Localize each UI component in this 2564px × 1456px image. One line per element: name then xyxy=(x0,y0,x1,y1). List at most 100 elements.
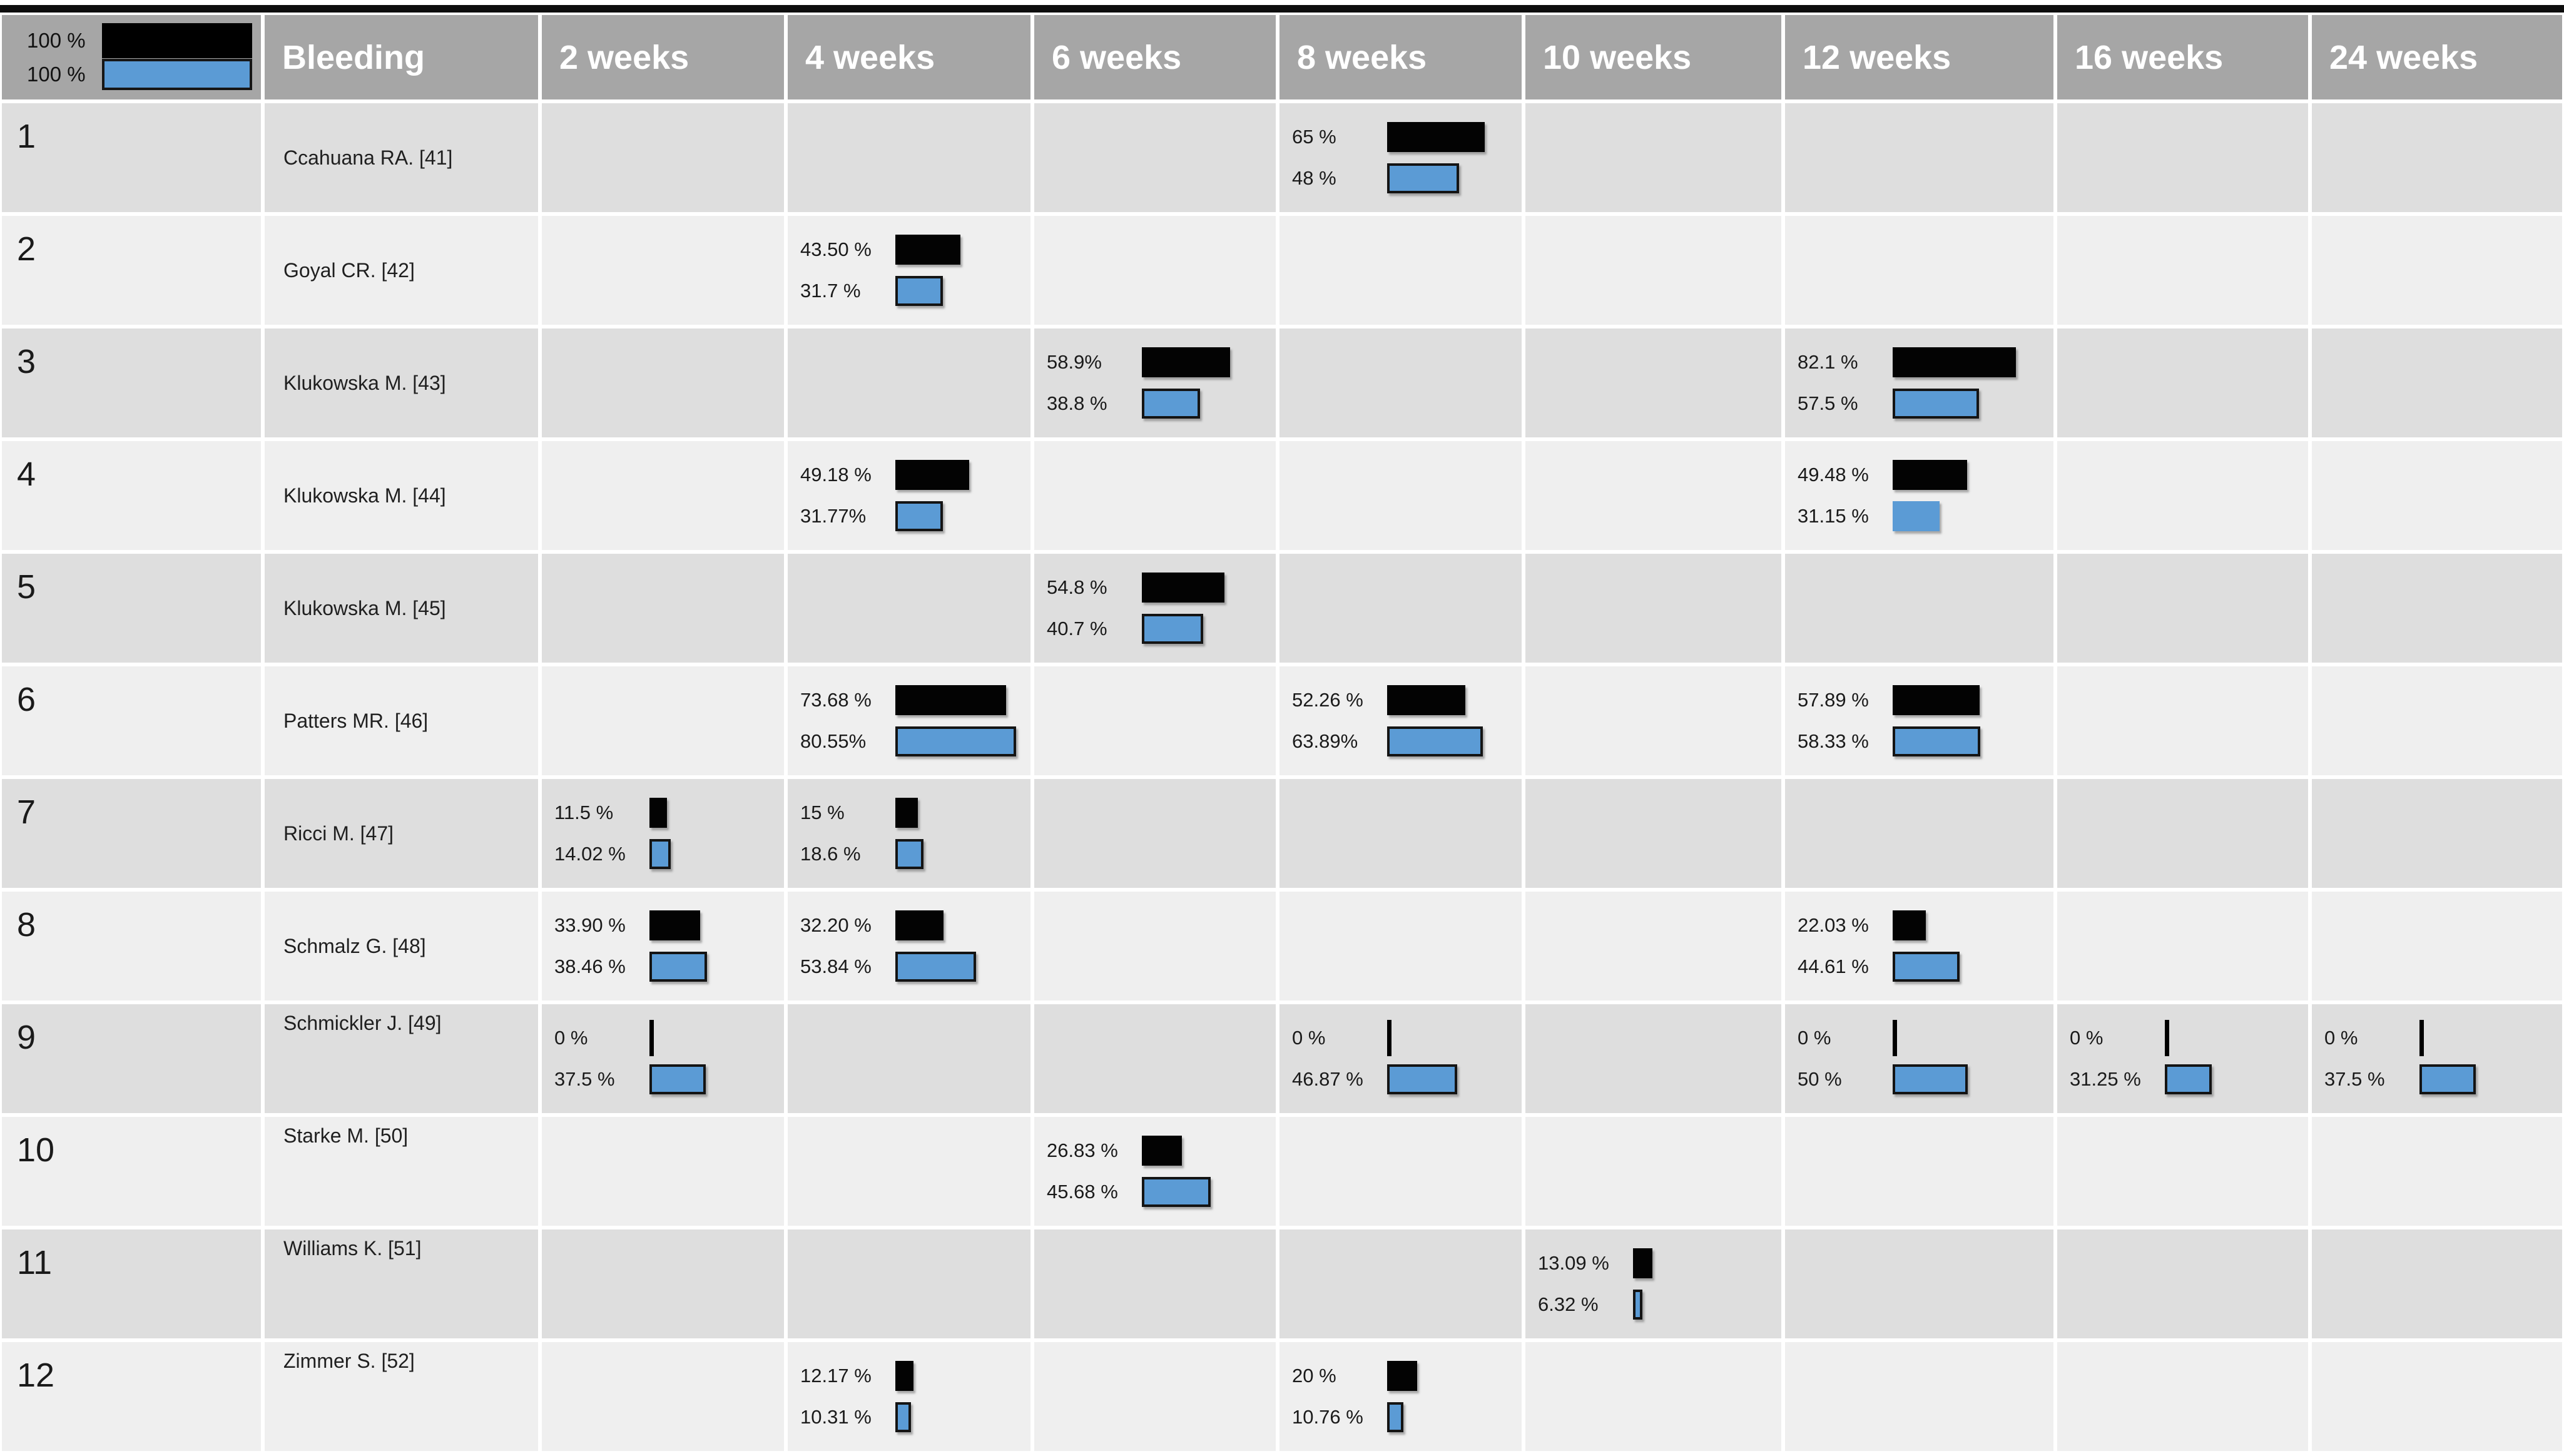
study-name: Goyal CR. [42] xyxy=(265,216,538,325)
black-bar-label: 58.9% xyxy=(1047,351,1102,373)
data-cell-row3-10-weeks xyxy=(1525,328,1781,437)
blue-bar-label: 6.32 % xyxy=(1538,1293,1599,1315)
bar-area xyxy=(1893,725,1980,758)
black-bar xyxy=(1387,685,1465,715)
study-name: Ccahuana RA. [41] xyxy=(265,103,538,212)
blue-bar-label: 80.55% xyxy=(800,730,867,752)
data-cell-row2-24-weeks xyxy=(2312,216,2562,325)
black-bar xyxy=(895,685,1006,715)
study-name: Klukowska M. [44] xyxy=(265,441,538,550)
data-cell-row3-24-weeks xyxy=(2312,328,2562,437)
blue-bar-label: 40.7 % xyxy=(1047,618,1107,639)
black-bar-label: 0 % xyxy=(554,1027,588,1049)
data-cell-row11-6-weeks xyxy=(1034,1229,1276,1338)
black-bar-label: 33.90 % xyxy=(554,914,626,936)
data-cell-row6-2-weeks xyxy=(542,666,784,775)
black-bar-line: 0 % xyxy=(2057,1020,2308,1056)
blue-bar-label: 31.25 % xyxy=(2070,1068,2141,1090)
bar-area xyxy=(1387,1020,1391,1056)
bar-area xyxy=(1142,387,1200,420)
data-cell-row8-16-weeks xyxy=(2057,892,2308,1000)
bar-area xyxy=(1893,909,1926,942)
bar-area xyxy=(1893,345,2016,379)
blue-bar-label: 31.15 % xyxy=(1798,505,1869,527)
black-bar-line: 15 % xyxy=(788,796,1030,830)
row-number: 5 xyxy=(2,554,261,663)
data-cell-row8-10-weeks xyxy=(1525,892,1781,1000)
blue-bar-label: 38.8 % xyxy=(1047,392,1107,414)
column-header-6-weeks: 6 weeks xyxy=(1034,15,1276,99)
black-bar xyxy=(1633,1248,1652,1278)
blue-bar xyxy=(1893,501,1940,531)
data-cell-row12-8-weeks: 20 % 10.76 % xyxy=(1279,1342,1522,1451)
black-bar-label: 52.26 % xyxy=(1292,689,1363,711)
black-bar-line: 0 % xyxy=(542,1020,784,1056)
data-cell-row1-4-weeks xyxy=(788,103,1030,212)
blue-bar-line: 10.31 % xyxy=(788,1400,1030,1434)
black-bar-label: 49.48 % xyxy=(1798,464,1869,486)
bar-area xyxy=(1387,683,1465,717)
blue-bar xyxy=(1893,952,1960,982)
black-bar xyxy=(895,798,918,828)
data-cell-row2-6-weeks xyxy=(1034,216,1276,325)
black-bar xyxy=(895,1361,913,1391)
data-cell-row7-24-weeks xyxy=(2312,779,2562,888)
black-bar-line: 58.9% xyxy=(1034,345,1276,379)
legend-blue-label: 100 % xyxy=(27,62,86,86)
study-name: Schmalz G. [48] xyxy=(265,892,538,1000)
bar-area xyxy=(1893,499,1940,533)
blue-bar xyxy=(895,1402,911,1432)
data-cell-row1-16-weeks xyxy=(2057,103,2308,212)
blue-bar-line: 48 % xyxy=(1279,161,1522,195)
study-name: Ricci M. [47] xyxy=(265,779,538,888)
data-cell-row12-24-weeks xyxy=(2312,1342,2562,1451)
data-cell-row4-8-weeks xyxy=(1279,441,1522,550)
bar-area xyxy=(1893,1062,1968,1096)
blue-bar-line: 31.25 % xyxy=(2057,1062,2308,1096)
data-cell-row5-10-weeks xyxy=(1525,554,1781,663)
blue-bar xyxy=(1893,389,1979,419)
row-number: 11 xyxy=(2,1229,261,1338)
bar-area xyxy=(2419,1020,2424,1056)
data-cell-row8-4-weeks: 32.20 % 53.84 % xyxy=(788,892,1030,1000)
data-cell-row7-16-weeks xyxy=(2057,779,2308,888)
legend-black-bar xyxy=(102,23,252,58)
blue-bar-label: 45.68 % xyxy=(1047,1181,1118,1203)
bar-area xyxy=(1387,120,1485,154)
zero-tick xyxy=(2165,1020,2169,1056)
bar-area xyxy=(649,796,667,830)
blue-bar-label: 53.84 % xyxy=(800,955,872,977)
row-number: 1 xyxy=(2,103,261,212)
black-bar-line: 82.1 % xyxy=(1785,345,2053,379)
legend-cell: 100 % 100 % xyxy=(2,15,261,99)
bar-area xyxy=(1387,725,1483,758)
data-cell-row11-12-weeks xyxy=(1785,1229,2053,1338)
blue-bar xyxy=(895,501,943,531)
bar-area xyxy=(895,499,943,533)
data-cell-row2-10-weeks xyxy=(1525,216,1781,325)
black-bar-label: 15 % xyxy=(800,802,845,823)
data-cell-row2-12-weeks xyxy=(1785,216,2053,325)
data-cell-row6-8-weeks: 52.26 % 63.89% xyxy=(1279,666,1522,775)
blue-bar-label: 10.31 % xyxy=(800,1406,872,1428)
black-bar-label: 82.1 % xyxy=(1798,351,1858,373)
data-cell-row1-10-weeks xyxy=(1525,103,1781,212)
blue-bar xyxy=(2165,1064,2212,1094)
black-bar xyxy=(649,910,700,940)
row-number: 6 xyxy=(2,666,261,775)
blue-bar-line: 37.5 % xyxy=(2312,1062,2562,1096)
bar-area xyxy=(1633,1246,1652,1280)
bar-area xyxy=(649,909,700,942)
blue-bar-line: 46.87 % xyxy=(1279,1062,1522,1096)
data-cell-row11-4-weeks xyxy=(788,1229,1030,1338)
blue-bar-label: 46.87 % xyxy=(1292,1068,1363,1090)
row-number: 12 xyxy=(2,1342,261,1451)
blue-bar-line: 38.46 % xyxy=(542,950,784,984)
data-cell-row3-6-weeks: 58.9% 38.8 % xyxy=(1034,328,1276,437)
data-cell-row3-12-weeks: 82.1 % 57.5 % xyxy=(1785,328,2053,437)
data-cell-row4-16-weeks xyxy=(2057,441,2308,550)
bar-area xyxy=(1387,1359,1417,1393)
black-bar xyxy=(1142,347,1230,377)
data-cell-row10-10-weeks xyxy=(1525,1117,1781,1226)
black-bar-label: 0 % xyxy=(2070,1027,2104,1049)
